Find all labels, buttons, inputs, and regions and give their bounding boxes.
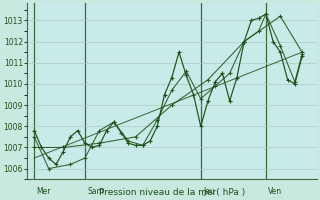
Text: Jeu: Jeu <box>203 187 215 196</box>
Text: Ven: Ven <box>268 187 282 196</box>
Text: Mer: Mer <box>36 187 51 196</box>
Text: Sam: Sam <box>87 187 104 196</box>
X-axis label: Pression niveau de la mer( hPa ): Pression niveau de la mer( hPa ) <box>99 188 245 197</box>
